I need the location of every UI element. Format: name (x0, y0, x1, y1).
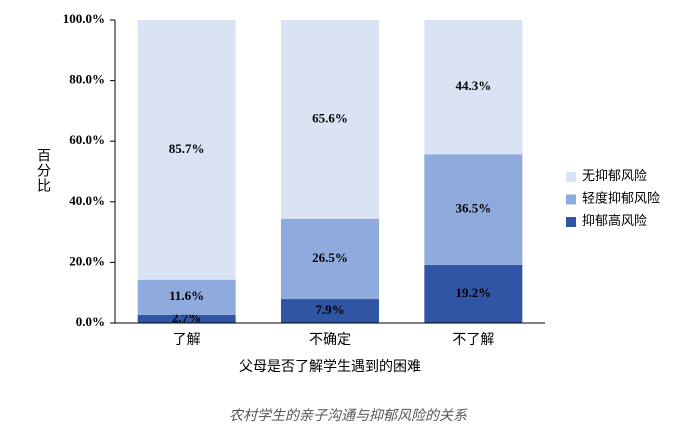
legend-swatch (566, 217, 576, 227)
x-tick-label: 不了解 (452, 332, 494, 348)
legend-label: 轻度抑郁风险 (582, 190, 660, 205)
legend-swatch (566, 172, 576, 182)
bar-segment (281, 218, 379, 300)
bar-segment (281, 20, 379, 219)
caption: 农村学生的亲子沟通与抑郁风险的关系 (229, 408, 468, 424)
data-label: 36.5% (455, 201, 491, 216)
bar-segment (137, 279, 236, 315)
x-tick-label: 了解 (173, 332, 201, 348)
y-axis-label: 百分比 (35, 148, 50, 193)
y-tick-label: 40.0% (69, 193, 105, 208)
bar-segment (424, 154, 523, 265)
bar-segment (137, 20, 236, 280)
x-axis-label: 父母是否了解学生遇到的困难 (239, 359, 421, 375)
data-label: 11.6% (169, 288, 204, 303)
data-label: 65.6% (312, 110, 348, 125)
bar-segment (424, 20, 523, 155)
data-label: 26.5% (312, 250, 348, 265)
bar-segment (281, 299, 379, 323)
data-label: 85.7% (169, 141, 205, 156)
legend-label: 无抑郁风险 (582, 168, 647, 183)
x-tick-label: 不确定 (309, 332, 351, 348)
data-label: 7.9% (315, 302, 344, 317)
y-tick-label: 60.0% (69, 132, 105, 147)
y-tick-label: 20.0% (69, 253, 105, 268)
data-label: 44.3% (455, 78, 491, 93)
y-tick-label: 100.0% (63, 11, 105, 26)
y-tick-label: 0.0% (76, 314, 105, 329)
legend-swatch (566, 194, 576, 205)
legend-label: 抑郁高风险 (582, 213, 647, 228)
bar-segment (137, 314, 236, 323)
bar-segment (424, 264, 523, 323)
data-label: 19.2% (455, 285, 491, 300)
y-tick-label: 80.0% (69, 72, 105, 87)
